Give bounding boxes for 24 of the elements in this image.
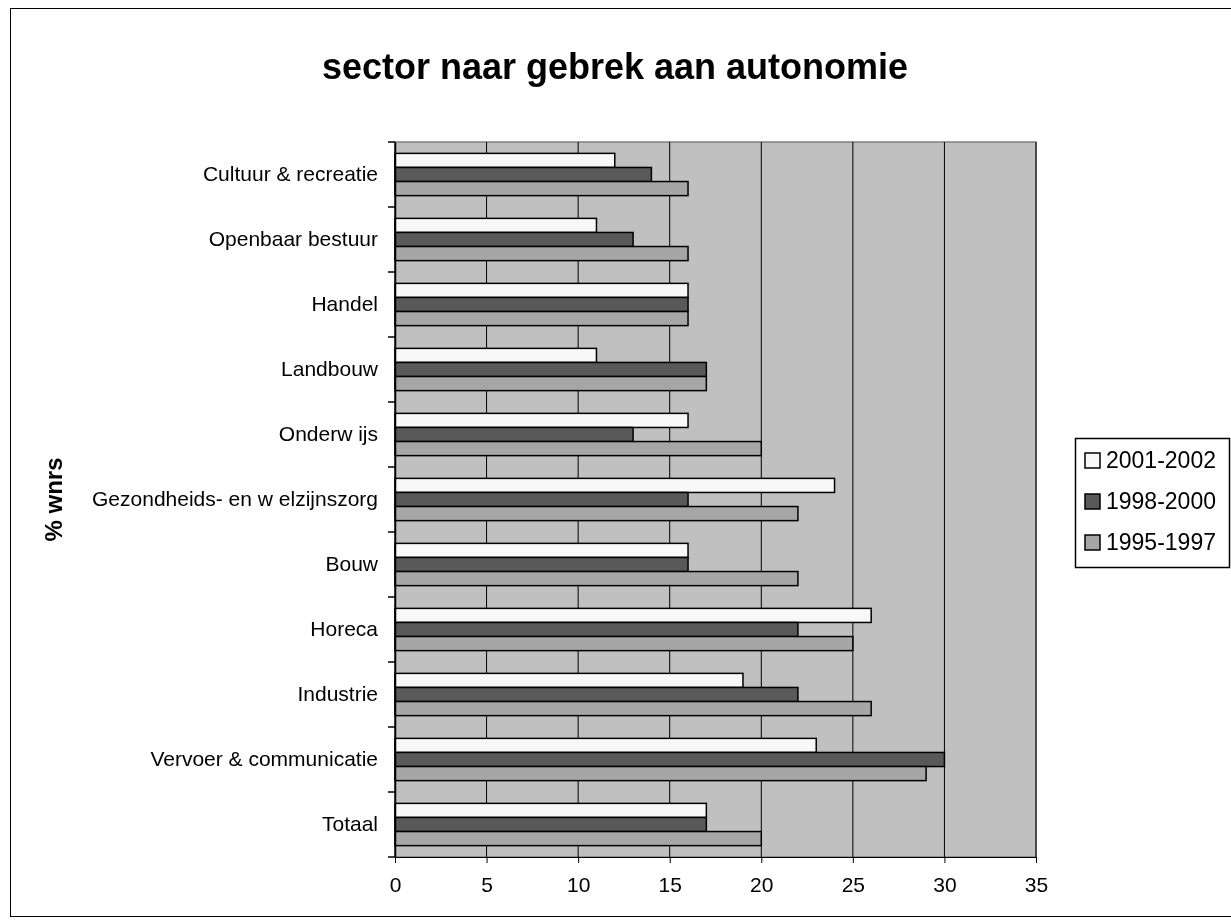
legend-label: 1998-2000 xyxy=(1106,488,1216,515)
legend-label: 1995-1997 xyxy=(1106,529,1216,556)
chart-title: sector naar gebrek aan autonomie xyxy=(321,46,909,87)
y-tick-label: Bouw xyxy=(325,552,379,576)
legend-label: 2001-2002 xyxy=(1106,447,1216,474)
x-tick-label: 15 xyxy=(658,872,682,896)
x-tick-label: 30 xyxy=(933,872,957,896)
y-tick-label: Industrie xyxy=(297,682,378,706)
y-tick-label: Onderw ijs xyxy=(278,422,378,446)
y-tick-label: Cultuur & recreatie xyxy=(202,162,378,186)
y-tick-label: Handel xyxy=(311,292,378,316)
x-tick-label: 5 xyxy=(481,872,493,896)
x-tick-label: 20 xyxy=(750,872,774,896)
x-tick-label: 25 xyxy=(841,872,866,896)
y-tick-label: Openbaar bestuur xyxy=(208,227,378,251)
y-tick-label: Landbouw xyxy=(281,357,379,381)
y-tick-label: Gezondheids- en w elzijnszorg xyxy=(92,487,378,511)
x-tick-label: 0 xyxy=(389,872,402,896)
y-tick-label: Horeca xyxy=(310,617,379,641)
x-tick-label: 35 xyxy=(1024,872,1049,896)
x-tick-label: 10 xyxy=(566,872,591,896)
y-tick-label: Totaal xyxy=(321,812,378,836)
y-tick-label: Vervoer & communicatie xyxy=(150,747,378,771)
y-axis-title: % wnrs xyxy=(40,457,67,542)
